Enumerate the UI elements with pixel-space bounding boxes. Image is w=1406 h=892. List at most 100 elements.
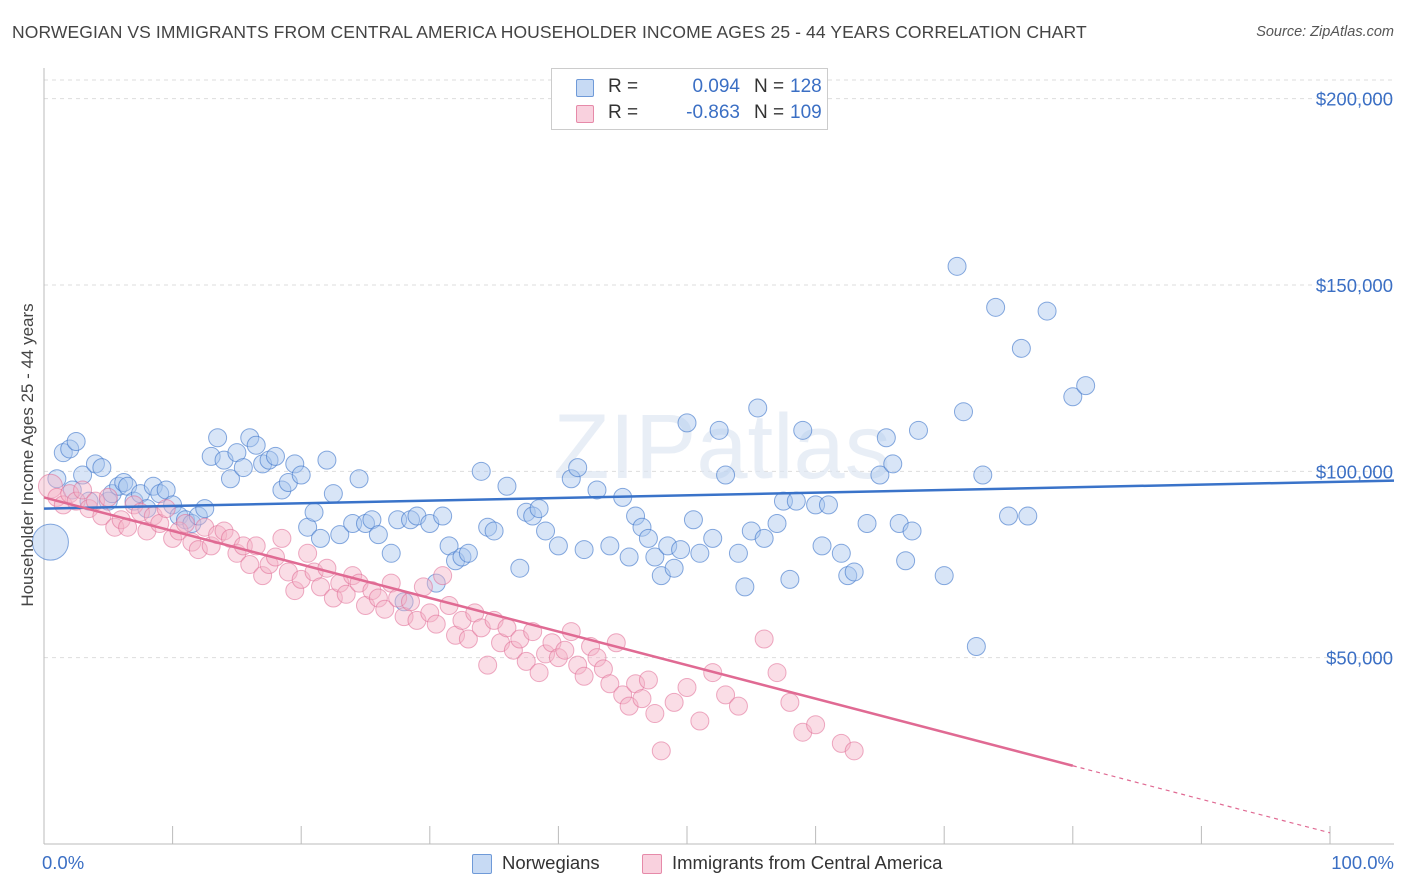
- data-point-norwegians: [291, 465, 311, 485]
- data-point-central-america: [317, 558, 337, 578]
- data-point-central-america: [503, 640, 523, 660]
- data-point-central-america: [529, 663, 549, 683]
- data-point-central-america: [188, 540, 208, 560]
- data-point-norwegians: [677, 413, 697, 433]
- data-point-norwegians: [246, 435, 266, 455]
- watermark: ZIPatlas: [553, 396, 890, 498]
- data-point-norwegians: [953, 402, 973, 422]
- data-point-norwegians: [568, 458, 588, 478]
- data-point-central-america: [767, 663, 787, 683]
- data-point-norwegians: [60, 439, 80, 459]
- legend-n-label: N =: [754, 76, 785, 97]
- data-point-norwegians: [240, 428, 260, 448]
- legend-n-label: N =: [754, 102, 785, 123]
- data-point-norwegians: [1011, 338, 1031, 358]
- legend-r-label: R =: [608, 102, 639, 123]
- y-tick-label: $100,000: [1316, 461, 1393, 482]
- data-point-norwegians: [233, 458, 253, 478]
- data-point-norwegians: [1076, 376, 1096, 396]
- data-point-norwegians: [433, 506, 453, 526]
- data-point-central-america: [433, 566, 453, 586]
- legend-n-value: 128: [790, 76, 822, 97]
- data-point-norwegians: [812, 536, 832, 556]
- data-point-norwegians: [986, 297, 1006, 317]
- data-point-central-america: [426, 614, 446, 634]
- data-point-norwegians: [484, 521, 504, 541]
- data-point-norwegians: [587, 480, 607, 500]
- data-point-norwegians: [195, 499, 215, 519]
- data-point-norwegians: [349, 469, 369, 489]
- data-point-norwegians: [323, 484, 343, 504]
- data-point-norwegians: [272, 480, 292, 500]
- data-point-norwegians: [831, 543, 851, 563]
- data-point-norwegians: [658, 536, 678, 556]
- data-point-central-america: [677, 677, 697, 697]
- data-point-norwegians: [265, 446, 285, 466]
- x-tick-label-min: 0.0%: [42, 852, 84, 873]
- data-point-norwegians: [600, 536, 620, 556]
- data-point-norwegians: [452, 547, 472, 567]
- x-tick-label-max: 100.0%: [1331, 852, 1394, 873]
- data-point-norwegians: [1063, 387, 1083, 407]
- data-point-norwegians: [999, 506, 1018, 526]
- data-point-norwegians: [426, 573, 446, 593]
- data-point-central-america: [272, 528, 292, 548]
- data-point-central-america: [362, 581, 382, 601]
- series-norwegians-points: [31, 256, 1096, 656]
- data-point-norwegians: [137, 499, 157, 519]
- data-point-norwegians: [780, 569, 800, 589]
- data-point-central-america: [600, 674, 620, 694]
- data-point-central-america: [613, 685, 633, 705]
- data-point-norwegians: [536, 521, 556, 541]
- data-point-norwegians: [973, 465, 993, 485]
- data-point-norwegians: [818, 495, 838, 515]
- data-point-norwegians: [523, 506, 543, 526]
- data-point-norwegians: [208, 428, 228, 448]
- data-point-norwegians: [516, 502, 536, 522]
- data-point-norwegians: [510, 558, 530, 578]
- data-point-norwegians: [478, 517, 498, 537]
- axes: [43, 68, 1394, 845]
- data-point-norwegians: [53, 443, 73, 463]
- data-point-norwegians: [690, 543, 710, 563]
- data-point-norwegians: [220, 469, 240, 489]
- data-point-central-america: [156, 499, 176, 519]
- data-point-norwegians: [876, 428, 896, 448]
- data-point-norwegians: [394, 592, 414, 612]
- data-point-central-america: [536, 644, 556, 664]
- data-point-norwegians: [844, 562, 864, 582]
- data-point-norwegians: [870, 465, 890, 485]
- data-point-norwegians: [102, 484, 122, 504]
- data-point-norwegians: [548, 536, 568, 556]
- data-point-central-america: [98, 487, 118, 507]
- data-point-norwegians: [62, 480, 82, 500]
- data-point-norwegians: [85, 454, 105, 474]
- data-point-central-america: [375, 599, 395, 619]
- data-point-central-america: [754, 629, 774, 649]
- data-point-norwegians: [401, 510, 421, 530]
- data-point-central-america: [124, 495, 144, 515]
- data-point-central-america: [728, 696, 748, 716]
- data-point-norwegians: [709, 420, 729, 440]
- data-point-norwegians: [883, 454, 903, 474]
- data-point-norwegians: [671, 540, 691, 560]
- data-point-central-america: [413, 577, 433, 597]
- data-point-norwegians: [748, 398, 768, 418]
- bottom-legend-swatch-blue: [472, 854, 492, 874]
- legend-swatch-pink: [576, 105, 594, 123]
- data-point-central-america: [285, 581, 305, 601]
- data-point-norwegians: [304, 502, 324, 522]
- data-point-norwegians: [767, 513, 787, 533]
- data-point-central-america: [458, 629, 478, 649]
- data-point-norwegians: [73, 465, 93, 485]
- bottom-legend-label: Immigrants from Central America: [672, 852, 943, 873]
- data-point-norwegians: [638, 528, 658, 548]
- data-point-norwegians: [356, 513, 375, 533]
- data-point-central-america: [310, 577, 330, 597]
- data-point-central-america: [548, 648, 568, 668]
- y-tick-labels: $50,000 $100,000 $150,000 $200,000: [1316, 89, 1393, 669]
- bottom-legend-label: Norwegians: [502, 852, 600, 873]
- data-point-central-america: [664, 692, 684, 712]
- y-tick-label: $50,000: [1326, 648, 1393, 669]
- data-point-norwegians: [259, 450, 279, 470]
